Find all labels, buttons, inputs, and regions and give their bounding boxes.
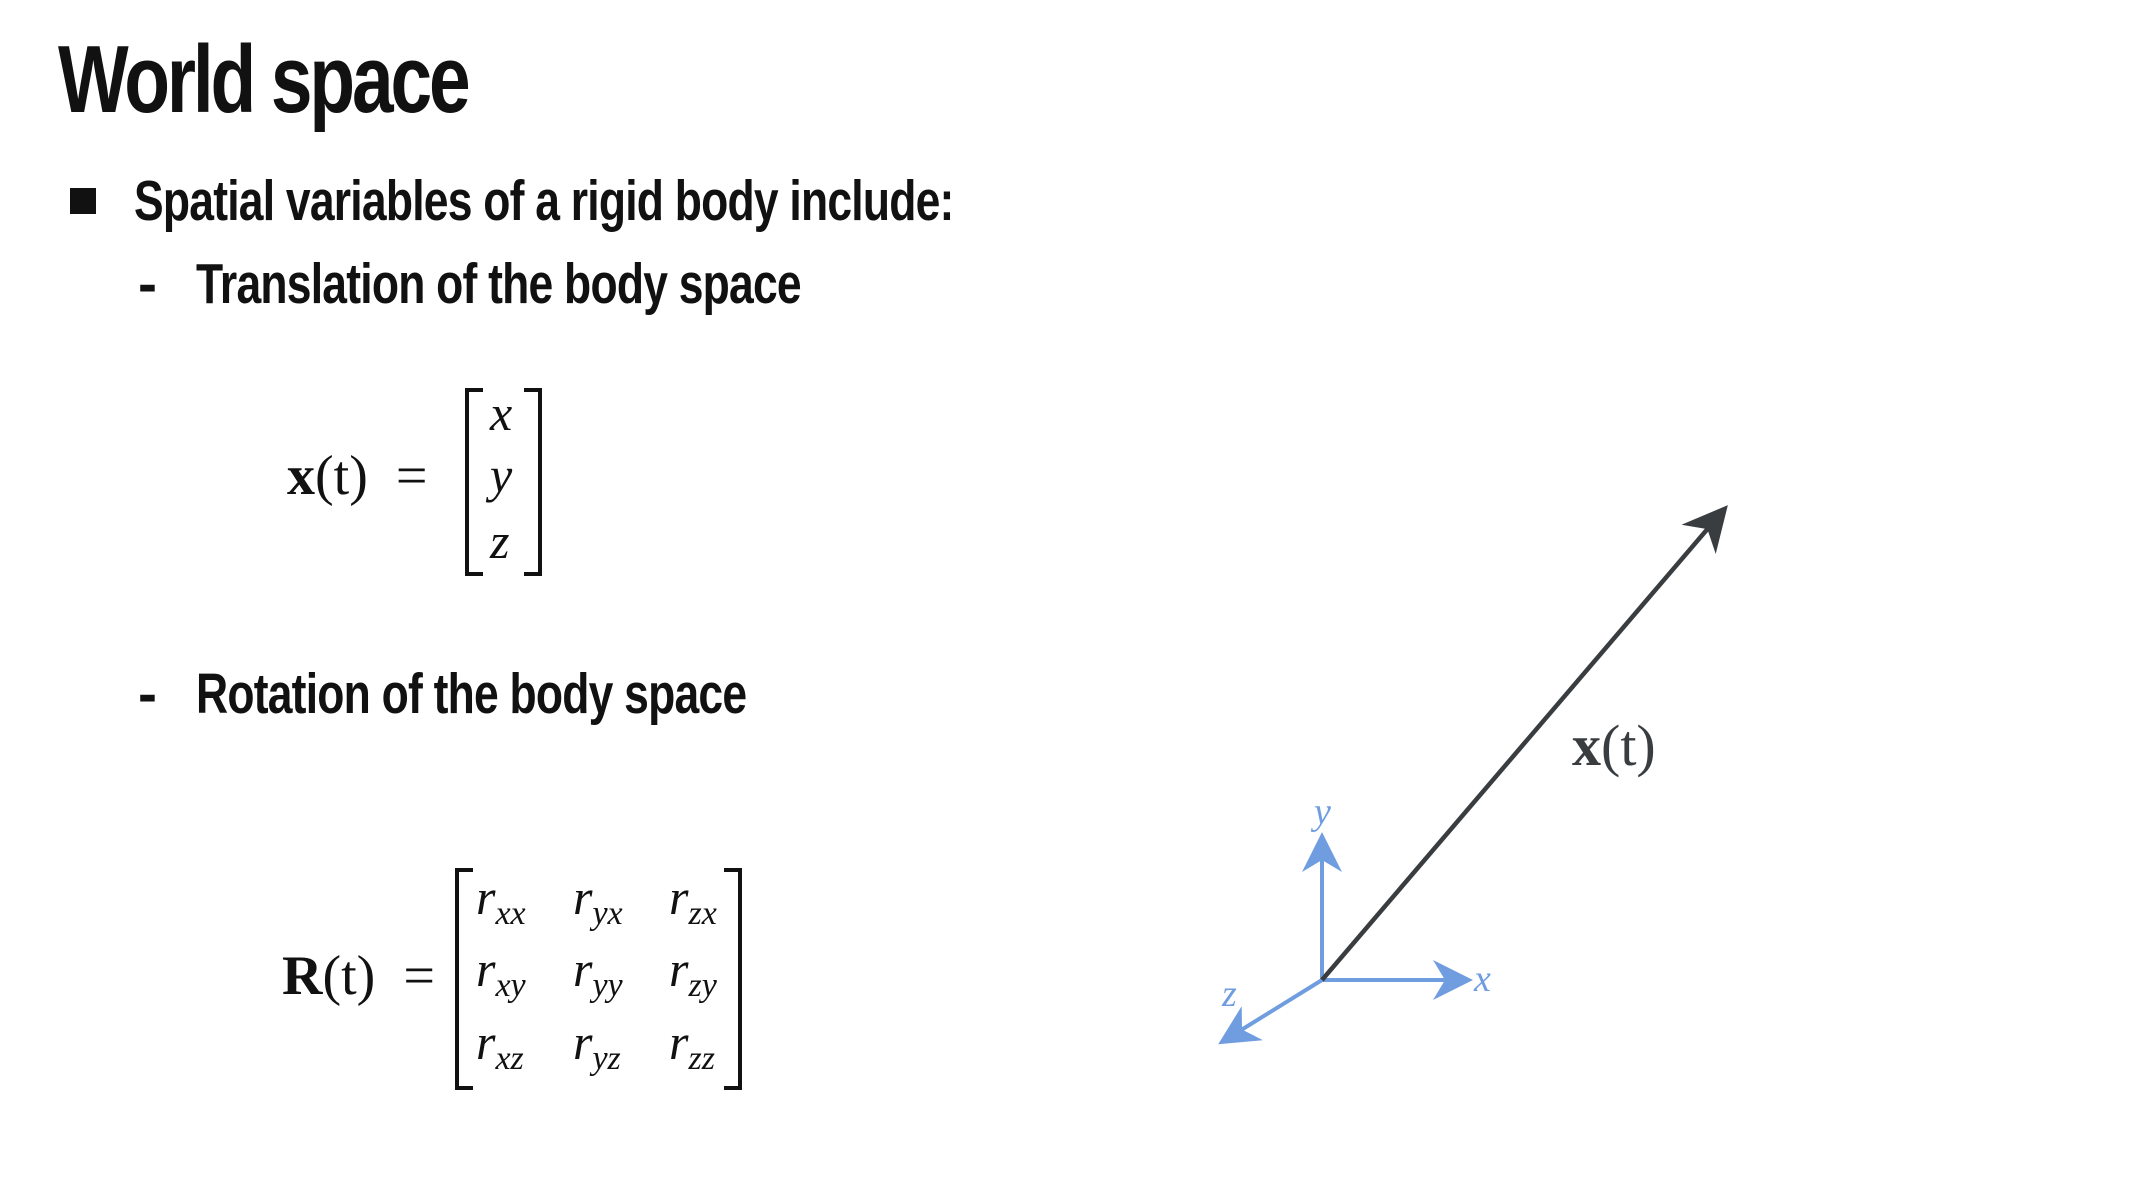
matrix-cell: ryz	[573, 1014, 621, 1077]
sub-item-translation: Translation of the body space	[196, 252, 802, 316]
vector-entry-y: y	[490, 447, 513, 503]
matrix-cell: rxy	[476, 941, 526, 1004]
slide-title: World space	[58, 26, 471, 133]
matrix-cell: rzz	[669, 1014, 715, 1077]
matrix-cell: rxx	[476, 869, 526, 932]
dash-marker: -	[138, 662, 157, 726]
sub-item-rotation: Rotation of the body space	[196, 662, 747, 726]
matrix-cell: ryx	[573, 869, 623, 932]
z-axis-arrow	[1218, 978, 1324, 1045]
bullet-square-icon	[70, 188, 96, 214]
vector-label: x(t)	[1572, 713, 1656, 778]
y-axis-label: y	[1314, 791, 1331, 833]
x-axis-label: x	[1474, 958, 1491, 1000]
matrix-cell: ryy	[573, 941, 623, 1004]
matrix-bracket-right	[724, 868, 742, 1090]
z-axis-label: z	[1222, 973, 1237, 1015]
rotation-lhs: R(t) =	[282, 945, 435, 1007]
matrix-cell: rzy	[669, 941, 717, 1004]
vector-bracket-right	[524, 388, 542, 576]
matrix-cell: rzx	[669, 869, 717, 932]
dash-marker: -	[138, 252, 157, 316]
translation-lhs: x(t) =	[287, 445, 428, 507]
vector-entry-x: x	[490, 385, 513, 441]
matrix-bracket-left	[455, 868, 473, 1090]
matrix-cell: rxz	[476, 1014, 524, 1077]
position-vector-arrow	[1320, 505, 1728, 982]
vector-bracket-left	[465, 388, 483, 576]
bullet-text: Spatial variables of a rigid body includ…	[134, 169, 954, 233]
vector-entry-z: z	[490, 513, 510, 569]
